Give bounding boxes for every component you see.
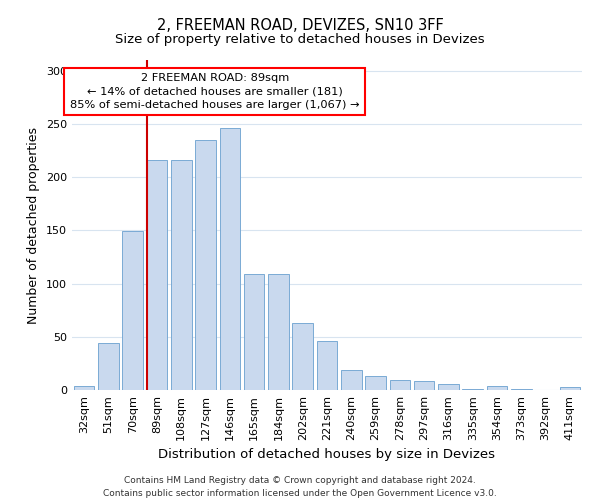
Text: Contains HM Land Registry data © Crown copyright and database right 2024.
Contai: Contains HM Land Registry data © Crown c… [103,476,497,498]
Text: 2, FREEMAN ROAD, DEVIZES, SN10 3FF: 2, FREEMAN ROAD, DEVIZES, SN10 3FF [157,18,443,32]
Bar [365,376,386,390]
Bar [171,160,191,390]
Bar [487,386,508,390]
Y-axis label: Number of detached properties: Number of detached properties [28,126,40,324]
Bar [98,343,119,390]
Bar [220,128,240,390]
Bar [414,382,434,390]
Bar [560,387,580,390]
Text: 2 FREEMAN ROAD: 89sqm
← 14% of detached houses are smaller (181)
85% of semi-det: 2 FREEMAN ROAD: 89sqm ← 14% of detached … [70,73,359,110]
Bar [146,160,167,390]
Bar [74,386,94,390]
Bar [268,274,289,390]
Bar [244,274,265,390]
Bar [317,341,337,390]
X-axis label: Distribution of detached houses by size in Devizes: Distribution of detached houses by size … [158,448,496,462]
Bar [195,140,216,390]
Bar [463,389,483,390]
Bar [438,384,459,390]
Bar [122,232,143,390]
Bar [389,380,410,390]
Bar [292,323,313,390]
Bar [511,389,532,390]
Text: Size of property relative to detached houses in Devizes: Size of property relative to detached ho… [115,32,485,46]
Bar [341,370,362,390]
